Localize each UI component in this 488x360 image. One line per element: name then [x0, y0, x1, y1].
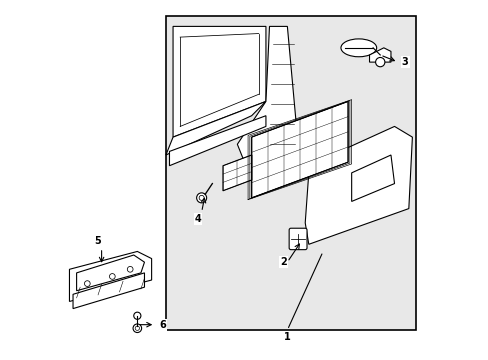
- Text: 4: 4: [194, 214, 201, 224]
- Circle shape: [84, 281, 90, 287]
- Polygon shape: [305, 126, 411, 244]
- Circle shape: [127, 266, 133, 272]
- Circle shape: [199, 195, 203, 201]
- Polygon shape: [169, 116, 265, 166]
- Text: 1: 1: [284, 332, 290, 342]
- Circle shape: [133, 324, 142, 333]
- Ellipse shape: [340, 39, 376, 57]
- FancyBboxPatch shape: [288, 228, 306, 249]
- Text: 6: 6: [159, 320, 165, 330]
- Polygon shape: [165, 102, 265, 155]
- Circle shape: [135, 326, 139, 330]
- Circle shape: [109, 274, 115, 279]
- Text: 5: 5: [95, 236, 101, 246]
- Polygon shape: [173, 26, 265, 137]
- Polygon shape: [73, 273, 144, 309]
- FancyBboxPatch shape: [165, 16, 415, 330]
- Polygon shape: [351, 155, 394, 202]
- Polygon shape: [251, 102, 347, 198]
- Circle shape: [196, 193, 206, 203]
- Circle shape: [134, 312, 141, 319]
- Text: 3: 3: [401, 57, 408, 67]
- Circle shape: [375, 58, 384, 67]
- Polygon shape: [223, 155, 251, 191]
- Polygon shape: [237, 26, 298, 162]
- Text: 2: 2: [280, 257, 286, 267]
- Polygon shape: [369, 48, 390, 62]
- Polygon shape: [77, 255, 144, 291]
- Polygon shape: [69, 251, 151, 301]
